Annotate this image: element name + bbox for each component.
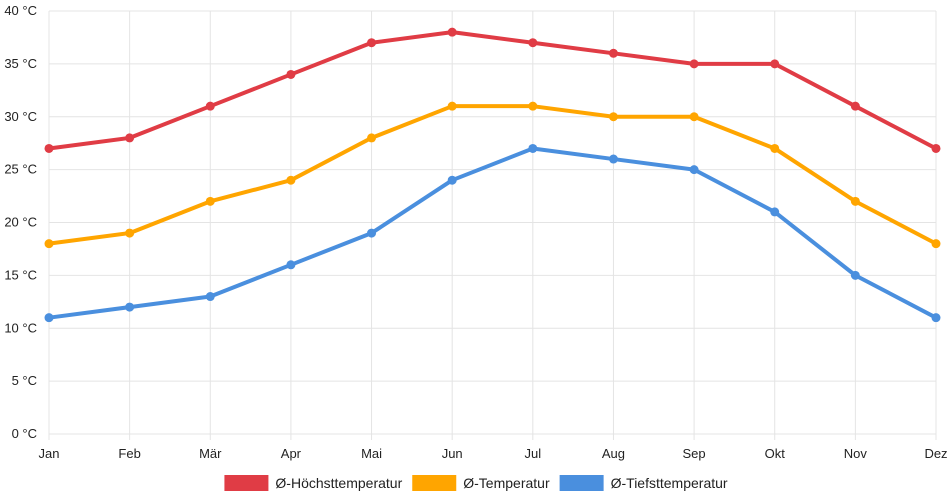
data-point [850,101,860,111]
data-point [286,260,296,270]
legend-item[interactable]: Ø-Höchsttemperatur [224,475,403,491]
y-tick-label: 10 °C [4,320,37,335]
data-point [447,175,457,185]
y-tick-label: 30 °C [4,109,37,124]
legend-swatch [224,475,269,491]
legend-item[interactable]: Ø-Temperatur [412,475,550,491]
data-point [125,228,135,238]
data-point [608,48,618,58]
axes: 0 °C 5 °C 10 °C 15 °C 20 °C 25 °C 30 °C 35 °C 40… [4,3,947,461]
data-point [931,239,941,249]
series-line [47,104,938,246]
x-tick-label: Sep [683,446,706,461]
data-point [850,270,860,280]
x-tick-label: Okt [765,446,786,461]
x-tick-label: Jan [39,446,60,461]
series-1 [44,27,941,153]
x-tick-label: Aug [602,446,625,461]
data-point [205,292,215,302]
data-point [44,239,54,249]
x-tick-label: Feb [118,446,140,461]
x-tick-label: Jun [442,446,463,461]
x-tick-label: Dez [924,446,947,461]
legend-swatch [559,475,604,491]
data-point [528,38,538,48]
legend-label: Ø-Temperatur [463,475,550,491]
data-point [770,207,780,217]
x-tick-label: Mär [199,446,222,461]
y-tick-label: 35 °C [4,56,37,71]
data-point [608,154,618,164]
legend-label: Ø-Höchsttemperatur [275,475,402,491]
data-point [286,175,296,185]
y-tick-label: 20 °C [4,215,37,230]
data-point [689,59,699,69]
grid [48,10,937,440]
data-point [125,133,135,143]
x-tick-label: Mai [361,446,382,461]
data-point [528,143,538,153]
x-tick-label: Apr [281,446,302,461]
y-tick-label: 25 °C [4,162,37,177]
series-line [47,30,938,151]
data-point [205,196,215,206]
y-tick-label: 0 °C [12,426,37,441]
data-point [205,101,215,111]
legend-item[interactable]: Ø-Tiefsttemperatur [559,475,728,491]
x-tick-label: Nov [844,446,868,461]
y-tick-label: 15 °C [4,267,37,282]
data-point [850,196,860,206]
data-point [931,143,941,153]
data-point [689,165,699,175]
legend-label: Ø-Tiefsttemperatur [611,475,728,491]
data-point [689,112,699,122]
legend-swatch [412,475,457,491]
series-3 [44,143,941,323]
series-line [47,146,938,320]
data-point [367,38,377,48]
data-point [770,143,780,153]
data-point [125,302,135,312]
data-point [608,112,618,122]
data-point [770,59,780,69]
data-point [447,27,457,37]
data-point [447,101,457,111]
data-point [528,101,538,111]
data-point [367,228,377,238]
y-tick-label: 5 °C [12,373,37,388]
data-point [367,133,377,143]
data-point [44,313,54,323]
legend: Ø-Höchsttemperatur Ø-Temperatur Ø-Tiefstte… [224,475,728,491]
y-tick-label: 40 °C [4,3,37,18]
data-point [44,143,54,153]
x-tick-label: Jul [525,446,542,461]
data-point [286,69,296,79]
data-point [931,313,941,323]
series-layer [44,27,941,323]
series-2 [44,101,941,249]
